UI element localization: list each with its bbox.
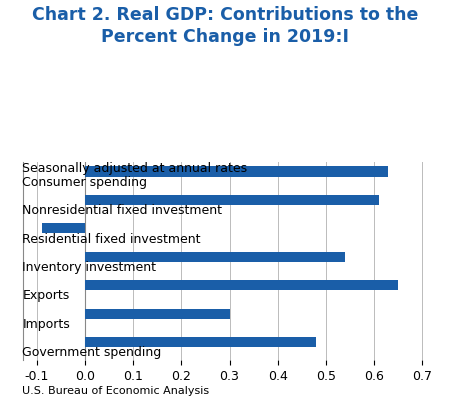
- Bar: [85, 166, 388, 176]
- Bar: [42, 223, 85, 234]
- Bar: [85, 309, 230, 319]
- Text: U.S. Bureau of Economic Analysis: U.S. Bureau of Economic Analysis: [22, 386, 210, 396]
- Bar: [85, 195, 379, 205]
- Text: Government spending: Government spending: [22, 346, 162, 359]
- Bar: [85, 337, 316, 347]
- Text: Exports: Exports: [22, 290, 70, 302]
- Text: Residential fixed investment: Residential fixed investment: [22, 232, 201, 246]
- Bar: [85, 280, 398, 290]
- Text: Imports: Imports: [22, 318, 70, 331]
- Text: Nonresidential fixed investment: Nonresidential fixed investment: [22, 204, 222, 217]
- Text: Chart 2. Real GDP: Contributions to the
Percent Change in 2019:I: Chart 2. Real GDP: Contributions to the …: [32, 6, 418, 46]
- Text: Inventory investment: Inventory investment: [22, 261, 157, 274]
- Text: Consumer spending: Consumer spending: [22, 176, 148, 188]
- Bar: [85, 252, 345, 262]
- Text: Seasonally adjusted at annual rates: Seasonally adjusted at annual rates: [22, 162, 248, 175]
